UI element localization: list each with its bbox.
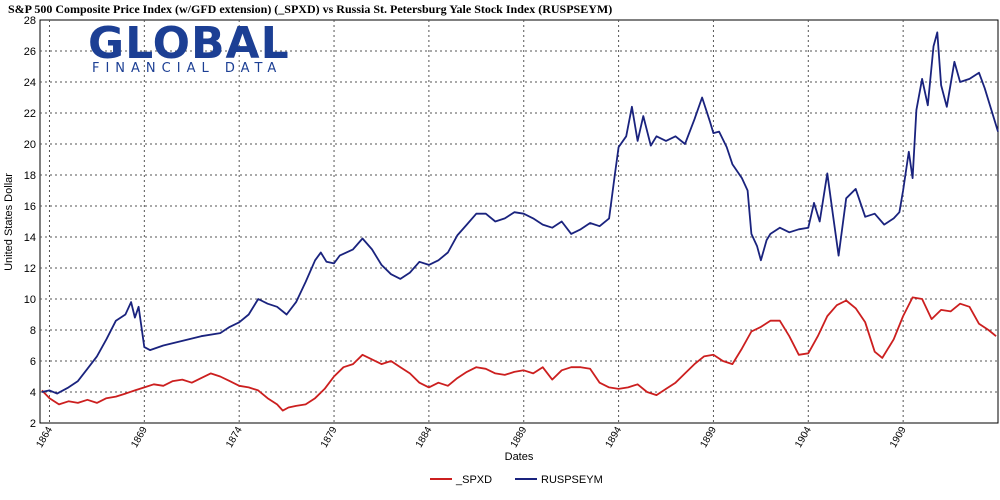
legend-label-spxd: _SPXD xyxy=(455,474,492,486)
y-tick-label: 24 xyxy=(24,77,36,89)
y-tick-label: 22 xyxy=(24,108,36,120)
logo-sub-text: FINANCIAL DATA xyxy=(92,61,282,76)
x-tick-label: 1869 xyxy=(129,425,150,450)
logo: GLOBAL FINANCIAL DATA xyxy=(88,18,290,76)
x-tick-label: 1889 xyxy=(509,425,530,450)
y-tick-label: 12 xyxy=(24,263,36,275)
x-tick-label: 1874 xyxy=(224,425,245,450)
x-tick-label: 1864 xyxy=(34,425,55,450)
y-tick-label: 16 xyxy=(24,201,36,213)
y-axis-label: United States Dollar xyxy=(3,173,15,271)
logo-main-text: GLOBAL xyxy=(88,18,290,69)
series-line-spxd xyxy=(41,296,997,412)
legend: _SPXD RUSPSEYM xyxy=(430,474,603,486)
plot-area xyxy=(39,19,999,424)
x-tick-label: 1909 xyxy=(888,425,909,450)
y-tick-label: 8 xyxy=(30,325,36,337)
series-lines xyxy=(41,31,999,412)
legend-label-ruspseym: RUSPSEYM xyxy=(541,474,603,486)
y-tick-label: 28 xyxy=(24,15,36,27)
x-axis-ticks: 1864 1869 1874 1879 1884 1889 1894 1899 1904 1909 xyxy=(34,425,909,450)
x-tick-label: 1899 xyxy=(698,425,719,450)
y-tick-label: 2 xyxy=(30,418,36,430)
series-line-ruspseym xyxy=(41,31,999,395)
y-tick-label: 18 xyxy=(24,170,36,182)
x-tick-label: 1884 xyxy=(414,425,435,450)
y-tick-label: 26 xyxy=(24,46,36,58)
x-tick-label: 1879 xyxy=(319,425,340,450)
chart-title: S&P 500 Composite Price Index (w/GFD ext… xyxy=(8,2,612,16)
y-tick-label: 4 xyxy=(30,387,36,399)
x-tick-label: 1894 xyxy=(604,425,625,450)
y-tick-label: 14 xyxy=(24,232,36,244)
y-tick-label: 20 xyxy=(24,139,36,151)
y-tick-label: 6 xyxy=(30,356,36,368)
x-tick-label: 1904 xyxy=(793,425,814,450)
y-tick-label: 10 xyxy=(24,294,36,306)
x-axis-label: Dates xyxy=(505,451,534,463)
